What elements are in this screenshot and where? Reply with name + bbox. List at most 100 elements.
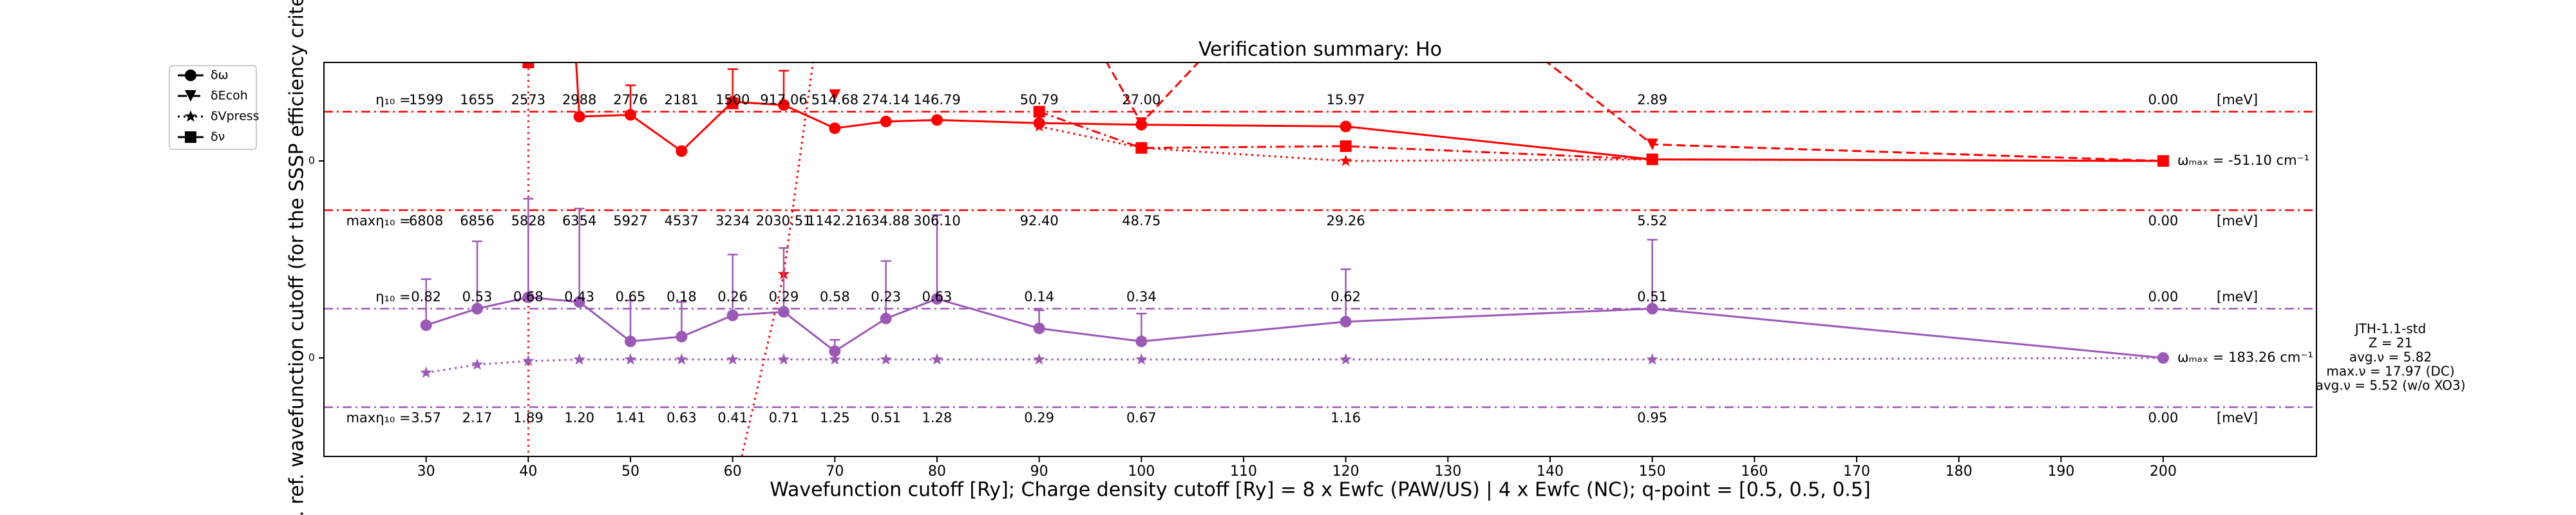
- row-value: 634.88: [862, 213, 909, 229]
- error-bar: [932, 214, 942, 299]
- data-point: [1340, 120, 1352, 133]
- error-bar: [574, 207, 585, 303]
- row-value: 0.65: [616, 289, 646, 304]
- data-point: [1033, 120, 1046, 132]
- row-prefix: η₁₀ =: [375, 289, 410, 304]
- legend-label: δVpress: [211, 109, 260, 124]
- info-line: avg.ν = 5.82: [2349, 350, 2432, 365]
- row-value: 2988: [562, 92, 596, 108]
- row-value: 0.58: [820, 289, 850, 304]
- legend-marker: [184, 110, 197, 122]
- row-value: 0.00: [2148, 213, 2179, 229]
- row-value: 1655: [460, 92, 494, 108]
- data-point: [420, 366, 433, 378]
- data-point: [726, 353, 739, 365]
- row-value: 0.23: [871, 289, 901, 304]
- row-value: 2030.51: [756, 213, 812, 229]
- data-point: [829, 89, 841, 101]
- data-point: [880, 312, 892, 324]
- data-point: [1646, 138, 1658, 151]
- row-value: 15.97: [1327, 92, 1365, 108]
- legend-label: δEcoh: [211, 89, 248, 103]
- data-point: [1033, 106, 1045, 118]
- row-value: 2.17: [462, 410, 493, 426]
- row-value: 0.71: [769, 410, 799, 426]
- data-point: [931, 114, 943, 126]
- data-point: [676, 330, 688, 342]
- x-tick-label: 110: [1230, 464, 1257, 480]
- row-value: 92.40: [1020, 213, 1059, 229]
- row-value: 5828: [511, 213, 545, 229]
- y-axis-label: w.r.t. ref. wavefunction cutoff (for the…: [286, 0, 308, 515]
- row-value: 0.51: [1637, 289, 1667, 304]
- row-value: 0.67: [1126, 410, 1157, 426]
- data-point: [726, 97, 739, 109]
- row-prefix: η₁₀ =: [375, 92, 410, 108]
- data-point: [1646, 303, 1658, 315]
- data-point: [829, 122, 841, 135]
- row-value: 2776: [613, 92, 647, 108]
- data-point: [931, 293, 943, 305]
- data-point: [1340, 353, 1352, 365]
- plot-area: [324, 62, 2316, 456]
- chart-title: Verification summary: Ho: [1198, 39, 1442, 61]
- data-point: [778, 99, 790, 111]
- row-value: 3.57: [411, 410, 441, 426]
- data-point: [2157, 351, 2170, 363]
- row-value: 0.63: [922, 289, 952, 304]
- data-point: [420, 319, 432, 332]
- legend-marker: [185, 70, 196, 81]
- row-value: 274.14: [862, 92, 909, 108]
- error-bar: [727, 254, 738, 315]
- row-value: 4537: [665, 213, 699, 229]
- info-line: JTH-1.1-std: [2354, 321, 2426, 337]
- row-value: 0.95: [1637, 410, 1667, 426]
- legend-marker: [185, 90, 196, 102]
- row-value: 2181: [665, 92, 699, 108]
- error-bar: [421, 278, 431, 326]
- data-point: [1340, 154, 1352, 166]
- x-tick-label: 200: [2150, 464, 2177, 480]
- row-value: 1500: [715, 92, 750, 108]
- data-point: [625, 109, 636, 121]
- unit-label: [meV]: [2217, 92, 2258, 108]
- data-point: [1033, 323, 1045, 335]
- data-point: [828, 353, 841, 365]
- data-point: [1135, 142, 1148, 154]
- data-point: [573, 353, 586, 365]
- row-value: 6856: [460, 213, 494, 229]
- x-tick-label: 80: [928, 464, 946, 480]
- unit-label: [meV]: [2217, 213, 2258, 229]
- row-value: 0.34: [1126, 289, 1157, 304]
- row-value: 1.25: [820, 410, 850, 426]
- axes-frame: [323, 62, 2317, 457]
- series-line: [426, 296, 2164, 359]
- row-value: 1142.21: [807, 213, 863, 229]
- x-tick-label: 70: [826, 464, 844, 480]
- data-point: [777, 353, 790, 365]
- row-prefix: maxη₁₀ =: [346, 410, 410, 426]
- row-value: 1.16: [1331, 410, 1361, 426]
- x-tick-label: 100: [1128, 464, 1155, 480]
- row-value: 0.29: [769, 289, 799, 304]
- row-value: 0.53: [462, 289, 493, 304]
- data-point: [880, 353, 893, 365]
- legend: δω δEcoh δVpress δν: [178, 68, 260, 144]
- data-point: [625, 335, 636, 348]
- data-point: [1135, 353, 1148, 365]
- legend-label: δω: [211, 68, 229, 82]
- unit-label: [meV]: [2217, 410, 2258, 426]
- x-tick-label: 120: [1332, 464, 1359, 480]
- legend-label: δν: [211, 130, 225, 144]
- data-point: [931, 353, 943, 365]
- row-value: 1.20: [564, 410, 594, 426]
- data-point: [1135, 117, 1148, 129]
- row-value: 0.18: [667, 289, 697, 304]
- row-value: 917.06: [760, 92, 807, 108]
- data-point: [624, 353, 637, 365]
- legend-box: [169, 65, 257, 150]
- row-value: 1.89: [513, 410, 544, 426]
- error-bar: [1340, 268, 1351, 322]
- row-value: 27.00: [1122, 92, 1160, 108]
